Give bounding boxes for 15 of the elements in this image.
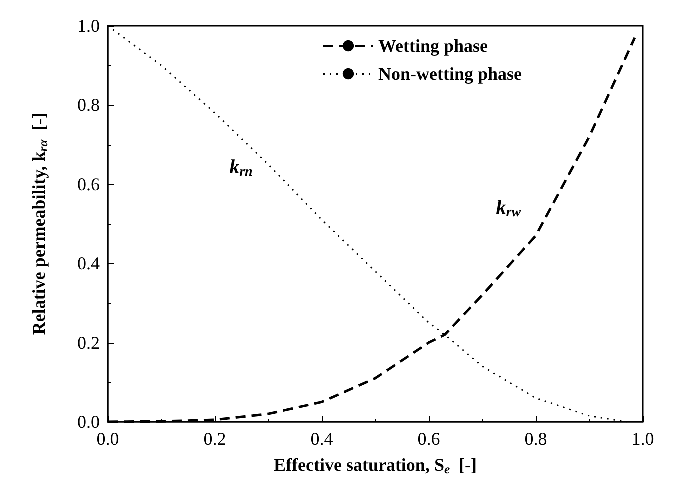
x-tick-label: 0.2 [204,429,226,449]
x-tick-label: 0.8 [524,429,548,449]
y-tick-label: 0.2 [78,332,100,353]
x-tick-label: 0.4 [310,429,334,449]
y-tick-label: 0.0 [78,412,100,432]
y-tick-label: 0.6 [78,174,100,194]
y-axis-title: Relative permeability, krα [-] [29,112,50,336]
x-tick-label: 0.0 [96,429,120,449]
legend-label: Wetting phase [378,36,488,56]
y-tick-label: 1.0 [78,16,100,36]
y-tick-label: 0.4 [78,254,100,274]
x-tick-label: 0.6 [418,429,440,449]
y-tick-label: 0.8 [78,95,100,116]
legend-label: Non-wetting phase [378,64,522,84]
x-tick-label: 1.0 [632,429,654,449]
